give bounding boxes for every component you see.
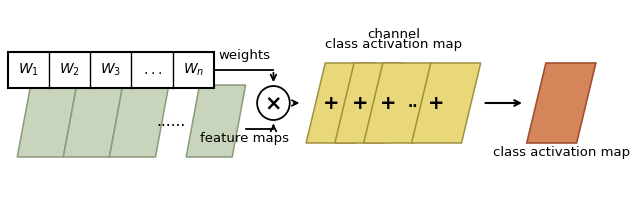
- Text: $\mathit{W}_3$: $\mathit{W}_3$: [100, 62, 122, 78]
- Text: weights: weights: [219, 49, 271, 62]
- Text: +: +: [351, 94, 368, 112]
- Text: $\mathit{W}_n$: $\mathit{W}_n$: [182, 62, 204, 78]
- Text: +: +: [323, 94, 339, 112]
- Polygon shape: [17, 85, 77, 157]
- Polygon shape: [364, 63, 433, 143]
- Polygon shape: [306, 63, 375, 143]
- Text: $\mathit{W}_2$: $\mathit{W}_2$: [59, 62, 80, 78]
- Polygon shape: [63, 85, 123, 157]
- Polygon shape: [527, 63, 596, 143]
- Text: +: +: [428, 94, 445, 112]
- Polygon shape: [109, 85, 169, 157]
- Bar: [8, 52, 214, 88]
- Text: feature maps: feature maps: [200, 132, 289, 145]
- Text: $\mathit{W}_1$: $\mathit{W}_1$: [18, 62, 39, 78]
- Text: ×: ×: [265, 93, 282, 113]
- Circle shape: [257, 86, 290, 120]
- Text: class activation map: class activation map: [493, 146, 630, 159]
- Text: ..: ..: [407, 96, 418, 110]
- Text: channel: channel: [367, 28, 420, 41]
- Polygon shape: [335, 63, 404, 143]
- Polygon shape: [186, 85, 246, 157]
- Text: class activation map: class activation map: [325, 38, 462, 51]
- Text: $...$: $...$: [143, 63, 162, 77]
- Polygon shape: [412, 63, 481, 143]
- Text: ......: ......: [156, 114, 186, 129]
- Text: +: +: [380, 94, 397, 112]
